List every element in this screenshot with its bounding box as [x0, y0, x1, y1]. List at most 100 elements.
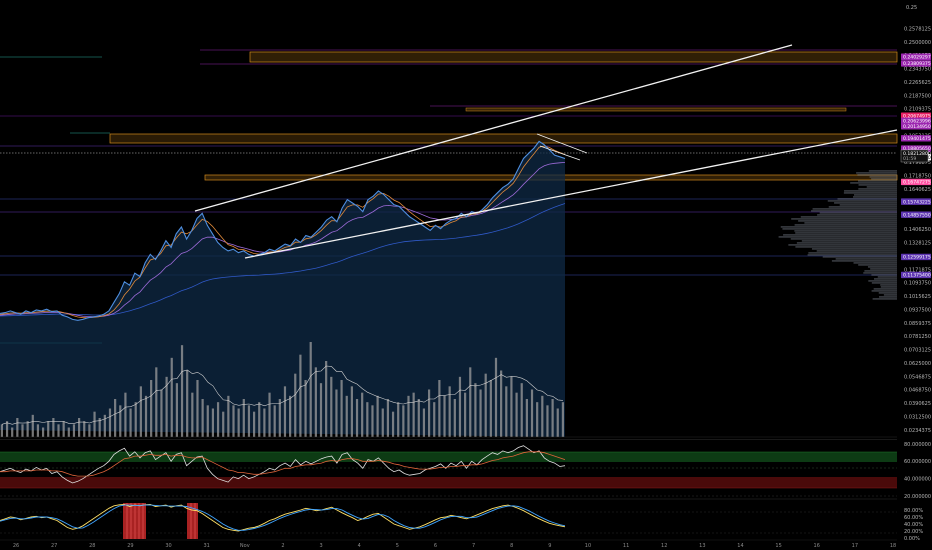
volume-bar — [11, 427, 14, 437]
volume-bar — [186, 370, 189, 437]
volume-bar — [489, 380, 492, 437]
volume-bar — [314, 367, 317, 437]
price-axis-label: 0.2578125 — [904, 26, 931, 32]
volume-bar — [191, 392, 194, 437]
volume-bar — [0, 424, 4, 437]
date-axis-label: 30 — [165, 543, 171, 549]
volume-bar — [139, 386, 142, 437]
date-axis-label: 10 — [585, 543, 591, 549]
volume-bar — [309, 342, 312, 437]
price-axis-label: 0.2187500 — [904, 93, 931, 99]
date-axis-label: 18 — [890, 543, 896, 549]
volume-bar — [494, 357, 498, 437]
axis-top-label: 0.25 — [906, 5, 917, 11]
volume-bar — [247, 405, 251, 437]
price-axis-label: 0.1718750 — [904, 174, 931, 180]
volume-bar — [397, 402, 400, 437]
volume-bar — [412, 392, 415, 437]
volume-bar — [222, 411, 225, 437]
rsi-axis-label: 80.000000 — [904, 442, 931, 448]
volume-bar — [350, 386, 353, 437]
volume-bar — [520, 383, 523, 437]
volume-bar — [448, 386, 451, 437]
volume-bar — [530, 389, 534, 437]
rsi-signal-line — [0, 451, 566, 477]
volume-bar — [422, 408, 426, 437]
date-axis: 26 27 28 29 30 31 Nov 2 3 4 5 6 7 8 9 10 11 12 13 14 15 16 17 1… — [13, 543, 896, 549]
volume-bar — [180, 345, 184, 437]
price-axis-label: 0.1796875 — [904, 160, 931, 166]
rsi-axis-label: 20.000000 — [904, 494, 931, 500]
price-axis-label: 0.0859375 — [904, 321, 931, 327]
date-axis-label: 3 — [319, 543, 322, 549]
volume-bar — [371, 405, 374, 437]
stoch-axis-label: 80.00% — [904, 508, 923, 514]
price-axis-label: 0.2343750 — [904, 67, 931, 73]
volume-profile — [778, 170, 897, 300]
volume-bar — [484, 373, 487, 437]
date-axis-label: 26 — [13, 543, 19, 549]
volume-bar — [83, 421, 86, 437]
volume-bar — [474, 383, 477, 437]
price-axis-label: 0.0781250 — [904, 334, 931, 340]
price-axis-label: 0.1406250 — [904, 227, 931, 233]
price-tag: 0.20623996 — [901, 117, 931, 125]
volume-bar — [242, 399, 245, 437]
volume-bar — [469, 367, 472, 437]
date-axis-label: 2 — [281, 543, 284, 549]
volume-bar — [510, 376, 513, 437]
volume-bar — [16, 418, 19, 437]
stoch-d-line — [0, 504, 566, 531]
volume-bar — [62, 421, 65, 437]
volume-bar — [325, 361, 328, 437]
volume-bar — [160, 389, 163, 437]
volume-bar — [155, 367, 158, 437]
date-axis-label: 5 — [396, 543, 399, 549]
moving-average-line — [0, 203, 566, 317]
volume-bar — [438, 380, 441, 437]
volume-bar — [561, 402, 564, 437]
volume-bar — [402, 405, 405, 437]
volume-ma-line — [1, 365, 564, 425]
price-tag: 0.24029297 — [901, 53, 931, 60]
date-axis-label: Nov — [240, 543, 250, 549]
volume-bar — [124, 392, 127, 437]
volume-bar — [361, 392, 364, 437]
volume-bar — [26, 421, 29, 437]
volume-bar — [98, 418, 101, 437]
date-axis-label: 6 — [434, 543, 437, 549]
volume-bar — [556, 408, 559, 437]
volume-bar — [443, 395, 446, 437]
volume-bar — [134, 402, 137, 437]
volume-bar — [21, 424, 24, 437]
volume-bar — [88, 424, 91, 437]
volume-bar — [505, 386, 508, 437]
volume-bars — [0, 342, 564, 437]
volume-bar — [129, 408, 132, 437]
price-axis-label: 0.0234375 — [904, 428, 931, 434]
volume-bar — [211, 408, 215, 437]
volume-bar — [366, 402, 369, 437]
volume-bar — [237, 408, 240, 437]
volume-bar — [57, 424, 60, 437]
price-axis-label: 0.2265625 — [904, 80, 931, 86]
date-axis-label: 17 — [852, 543, 858, 549]
volume-bar — [551, 399, 554, 437]
price-axis-label: 0.1328125 — [904, 241, 931, 247]
date-axis-label: 9 — [548, 543, 551, 549]
volume-bar — [536, 402, 539, 437]
volume-bar — [525, 399, 528, 437]
price-tag-label: 0.20623996 — [903, 119, 931, 125]
volume-bar — [103, 414, 106, 437]
volume-bar — [72, 424, 76, 437]
volume-bar — [258, 402, 261, 437]
date-axis-label: 29 — [127, 543, 133, 549]
volume-bar — [294, 373, 297, 437]
price-tag-label: 0.19401475 — [903, 136, 931, 142]
volume-bar — [391, 411, 395, 437]
date-axis-label: 13 — [699, 543, 705, 549]
volume-bar — [458, 376, 462, 437]
rsi-line — [0, 445, 566, 484]
price-tag-label: 0.20674975 — [903, 113, 931, 119]
